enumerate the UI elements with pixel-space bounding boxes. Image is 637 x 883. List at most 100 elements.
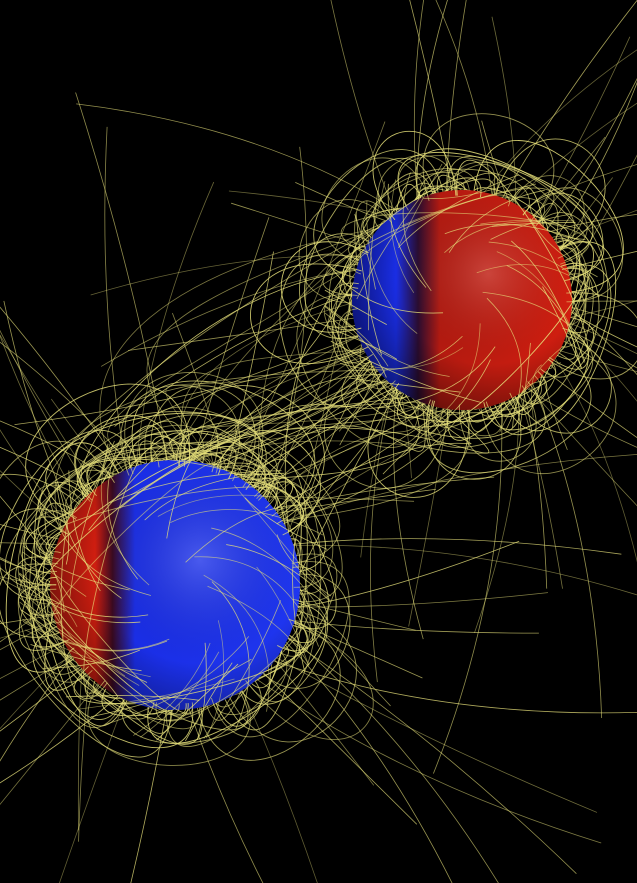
field-line	[0, 557, 63, 588]
field-line	[536, 364, 637, 439]
field-line	[330, 340, 482, 403]
field-line	[83, 448, 160, 694]
field-line	[377, 154, 458, 223]
field-line	[531, 364, 542, 418]
field-line	[48, 551, 193, 714]
field-line	[256, 566, 310, 666]
field-line	[226, 609, 357, 743]
field-line	[23, 545, 130, 591]
field-line	[45, 584, 180, 715]
field-line	[194, 556, 319, 647]
field-line	[398, 155, 588, 259]
field-line	[387, 183, 427, 288]
field-line	[25, 383, 190, 528]
field-line	[130, 697, 169, 883]
field-line	[324, 289, 387, 326]
field-line	[342, 177, 482, 289]
field-line	[228, 338, 372, 438]
field-line	[104, 636, 250, 725]
field-line	[5, 442, 123, 673]
field-line	[496, 0, 637, 208]
field-line	[476, 49, 637, 203]
field-line	[0, 645, 81, 762]
field-line	[146, 223, 392, 477]
field-line	[0, 429, 141, 601]
field-line	[124, 372, 264, 488]
field-line	[20, 609, 119, 697]
field-line	[0, 673, 107, 805]
field-line	[45, 412, 263, 520]
field-line	[337, 308, 396, 390]
field-line	[190, 217, 270, 474]
field-line	[284, 540, 520, 610]
field-line	[170, 509, 324, 536]
field-line	[86, 442, 271, 502]
field-line	[0, 341, 142, 479]
field-line	[18, 420, 186, 651]
field-line	[262, 476, 495, 515]
field-line	[144, 472, 285, 521]
field-line	[354, 213, 376, 290]
field-line	[38, 452, 222, 586]
field-line	[408, 398, 451, 627]
field-line	[556, 250, 637, 272]
field-line	[559, 318, 637, 355]
field-line	[121, 675, 262, 744]
field-line	[18, 579, 141, 624]
field-line	[120, 384, 241, 480]
field-line	[222, 458, 308, 730]
field-line	[367, 381, 470, 498]
field-line	[60, 453, 180, 535]
field-line	[180, 348, 370, 468]
field-line	[545, 209, 637, 247]
field-line	[433, 391, 503, 774]
field-line	[456, 160, 589, 370]
field-line	[66, 647, 189, 721]
field-line	[479, 338, 617, 475]
field-line	[244, 497, 328, 550]
field-line	[542, 286, 582, 368]
field-line	[30, 644, 142, 672]
field-line	[521, 378, 637, 507]
field-line	[356, 163, 448, 300]
field-line	[428, 392, 522, 480]
field-line	[90, 255, 373, 296]
field-line	[18, 588, 126, 677]
field-line	[321, 157, 431, 266]
field-line	[32, 623, 194, 749]
field-line	[0, 470, 74, 537]
field-line	[178, 385, 325, 525]
field-line	[14, 344, 374, 426]
field-line	[529, 207, 586, 240]
field-line	[22, 618, 170, 651]
field-line	[298, 199, 392, 304]
field-line	[133, 642, 211, 736]
field-line	[135, 181, 215, 480]
field-line	[292, 539, 306, 673]
field-line	[19, 601, 140, 686]
field-line	[185, 662, 233, 742]
field-line	[34, 481, 130, 727]
field-line	[560, 304, 637, 328]
field-line	[492, 138, 606, 253]
field-line	[258, 573, 351, 689]
field-line	[353, 194, 511, 275]
field-line	[42, 649, 140, 669]
field-line	[0, 576, 63, 590]
field-line	[210, 561, 350, 738]
field-line	[140, 651, 220, 738]
field-line	[429, 359, 491, 435]
field-line	[211, 581, 250, 730]
field-line	[522, 187, 624, 303]
field-line	[34, 571, 155, 720]
field-line	[0, 577, 66, 610]
field-line	[261, 656, 637, 714]
field-line	[366, 200, 418, 334]
field-line	[548, 238, 589, 304]
field-line	[79, 678, 235, 710]
field-line	[372, 130, 457, 221]
field-line	[197, 642, 207, 740]
field-line	[86, 447, 278, 509]
field-line	[474, 381, 520, 634]
field-line	[444, 223, 588, 244]
